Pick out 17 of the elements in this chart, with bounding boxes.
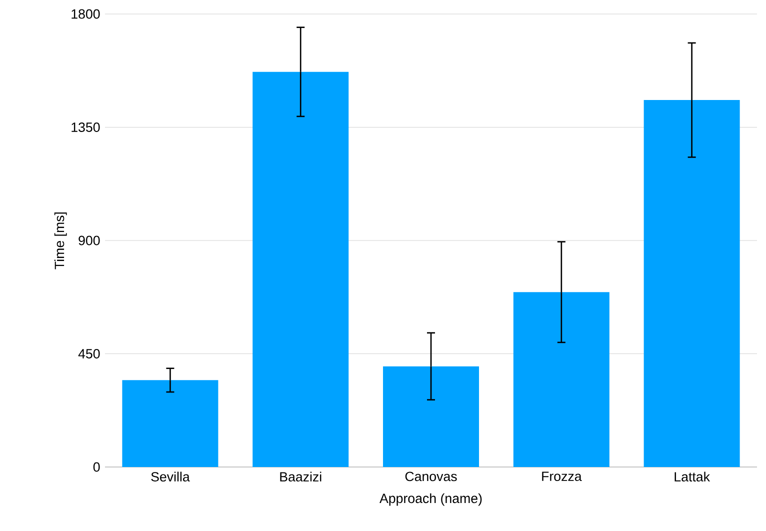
bar — [252, 72, 349, 467]
x-tick-label: Lattak — [674, 472, 710, 482]
bar — [644, 100, 740, 467]
x-tick-label: Frozza — [542, 472, 582, 482]
x-axis-title: Approach (name) — [380, 493, 482, 506]
bar — [122, 380, 218, 467]
bar — [383, 366, 480, 467]
y-tick-label: 1800 — [72, 9, 100, 19]
y-tick-label: 1350 — [72, 122, 100, 132]
x-tick-label: Canovas — [405, 472, 457, 482]
x-tick-label: Baazizi — [280, 472, 322, 482]
y-tick-label: 450 — [78, 349, 100, 358]
y-axis-title: Time [ms] — [54, 212, 67, 270]
y-tick-label: 900 — [78, 236, 100, 246]
bar — [513, 292, 610, 467]
x-tick-label: Sevilla — [151, 472, 190, 482]
y-tick-label: 0 — [93, 462, 100, 472]
